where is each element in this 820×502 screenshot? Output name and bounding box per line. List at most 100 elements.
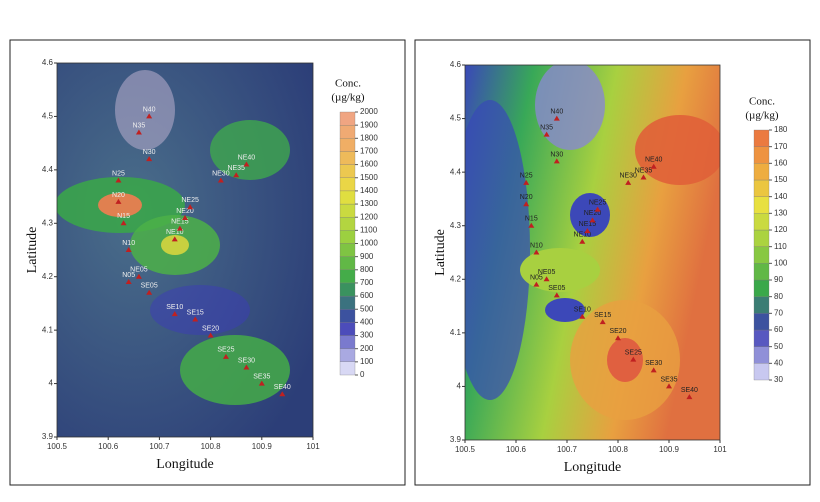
colorbar-tick-label: 600 <box>360 291 374 300</box>
colorbar-tick-label: 110 <box>774 242 787 251</box>
colorbar-cell <box>339 125 356 139</box>
colorbar-cell <box>753 246 770 264</box>
station-label: SE40 <box>274 384 291 391</box>
y-axis-label: Latitude <box>433 229 448 276</box>
colorbar-cell <box>753 363 770 381</box>
colorbar-cell <box>339 217 356 231</box>
station-label: NE25 <box>589 199 607 206</box>
colorbar-cell <box>753 263 770 281</box>
colorbar-tick-label: 30 <box>774 375 783 384</box>
colorbar-cell <box>753 279 770 297</box>
colorbar-cell <box>339 151 356 165</box>
station-marker <box>584 228 591 234</box>
y-tick-label: 4.6 <box>42 58 54 67</box>
colorbar-tick-label: 1700 <box>360 147 378 156</box>
station-marker <box>640 174 647 180</box>
colorbar-tick-label: 200 <box>360 344 374 353</box>
station-label: SE05 <box>548 285 565 292</box>
colorbar-cell <box>753 146 770 164</box>
colorbar-tick-label: 1100 <box>360 225 378 234</box>
colorbar-tick-label: 900 <box>360 252 374 261</box>
x-tick-label: 100.6 <box>506 445 527 454</box>
colorbar-cell <box>753 213 770 231</box>
colorbar-cell <box>753 313 770 331</box>
colorbar-tick-label: 700 <box>360 278 374 287</box>
y-tick-label: 3.9 <box>450 435 462 444</box>
station-label: NE20 <box>584 210 602 217</box>
station-marker <box>125 279 132 285</box>
colorbar-tick-label: 180 <box>774 125 788 134</box>
colorbar-tick-label: 100 <box>360 357 374 366</box>
station-marker <box>630 356 637 362</box>
station-marker <box>192 316 199 322</box>
colorbar-tick-label: 1300 <box>360 199 378 208</box>
station-marker <box>115 198 122 204</box>
colorbar-cell <box>753 179 770 197</box>
station-marker <box>533 249 540 255</box>
station-marker <box>182 214 188 220</box>
station-label: N25 <box>520 173 533 180</box>
station-label: NE05 <box>130 267 148 274</box>
station-label: N20 <box>112 192 125 199</box>
station-label: SE20 <box>609 328 626 335</box>
colorbar-cell <box>753 196 770 214</box>
station-marker <box>543 131 550 137</box>
station-label: N05 <box>530 274 543 281</box>
station-label: NE20 <box>176 208 194 215</box>
colorbar-title: Conc. <box>749 96 775 108</box>
x-tick-label: 100.8 <box>201 442 222 451</box>
station-label: NE30 <box>619 173 637 180</box>
x-tick-label: 100.7 <box>557 445 578 454</box>
colorbar-tick-label: 120 <box>774 225 788 234</box>
station-marker <box>528 222 535 228</box>
colorbar-tick-label: 1900 <box>360 120 378 129</box>
colorbar-unit: (µg/kg) <box>331 92 365 104</box>
station-label: SE10 <box>574 307 591 314</box>
station-marker <box>258 380 265 386</box>
colorbar-tick-label: 1800 <box>360 133 378 142</box>
colorbar-tick-label: 400 <box>360 318 374 327</box>
y-tick-label: 4.4 <box>42 165 54 174</box>
x-tick-label: 100.5 <box>47 442 68 451</box>
station-marker <box>222 353 229 359</box>
station-marker <box>146 289 153 295</box>
station-marker <box>176 225 183 231</box>
station-marker <box>543 276 550 282</box>
colorbar-tick-label: 2000 <box>360 107 378 116</box>
station-label: NE05 <box>538 269 556 276</box>
plot-frame <box>56 62 314 438</box>
colorbar-tick-label: 500 <box>360 304 374 313</box>
station-marker <box>533 281 540 287</box>
colorbar-cell <box>339 256 356 270</box>
station-marker <box>523 179 530 185</box>
station-marker <box>686 394 693 400</box>
colorbar-cell <box>339 361 356 376</box>
colorbar-cell <box>339 230 356 244</box>
x-tick-label: 100.9 <box>252 442 273 451</box>
station-label: N15 <box>117 213 130 220</box>
colorbar-tick-label: 160 <box>774 158 788 167</box>
station-label: SE35 <box>253 373 270 380</box>
y-tick-label: 4.5 <box>450 114 462 123</box>
station-label: NE15 <box>171 218 189 225</box>
y-tick-label: 4.2 <box>450 274 462 283</box>
colorbar-tick-label: 60 <box>774 325 783 334</box>
colorbar-title: Conc. <box>335 78 361 90</box>
station-marker <box>553 115 560 121</box>
station-marker <box>599 319 606 325</box>
y-tick-label: 4.5 <box>42 112 54 121</box>
colorbar-cell <box>339 309 356 323</box>
y-tick-label: 4.2 <box>42 272 54 281</box>
colorbar-tick-label: 140 <box>774 192 788 201</box>
contour-field <box>57 63 313 437</box>
station-marker <box>523 201 530 207</box>
station-label: NE10 <box>166 229 184 236</box>
station-label: NE35 <box>635 167 653 174</box>
station-label: SE25 <box>625 349 642 356</box>
station-label: SE05 <box>141 283 158 290</box>
station-marker <box>146 113 153 119</box>
station-marker <box>553 292 560 298</box>
station-marker <box>146 156 153 162</box>
x-axis-label: Longitude <box>156 457 214 472</box>
